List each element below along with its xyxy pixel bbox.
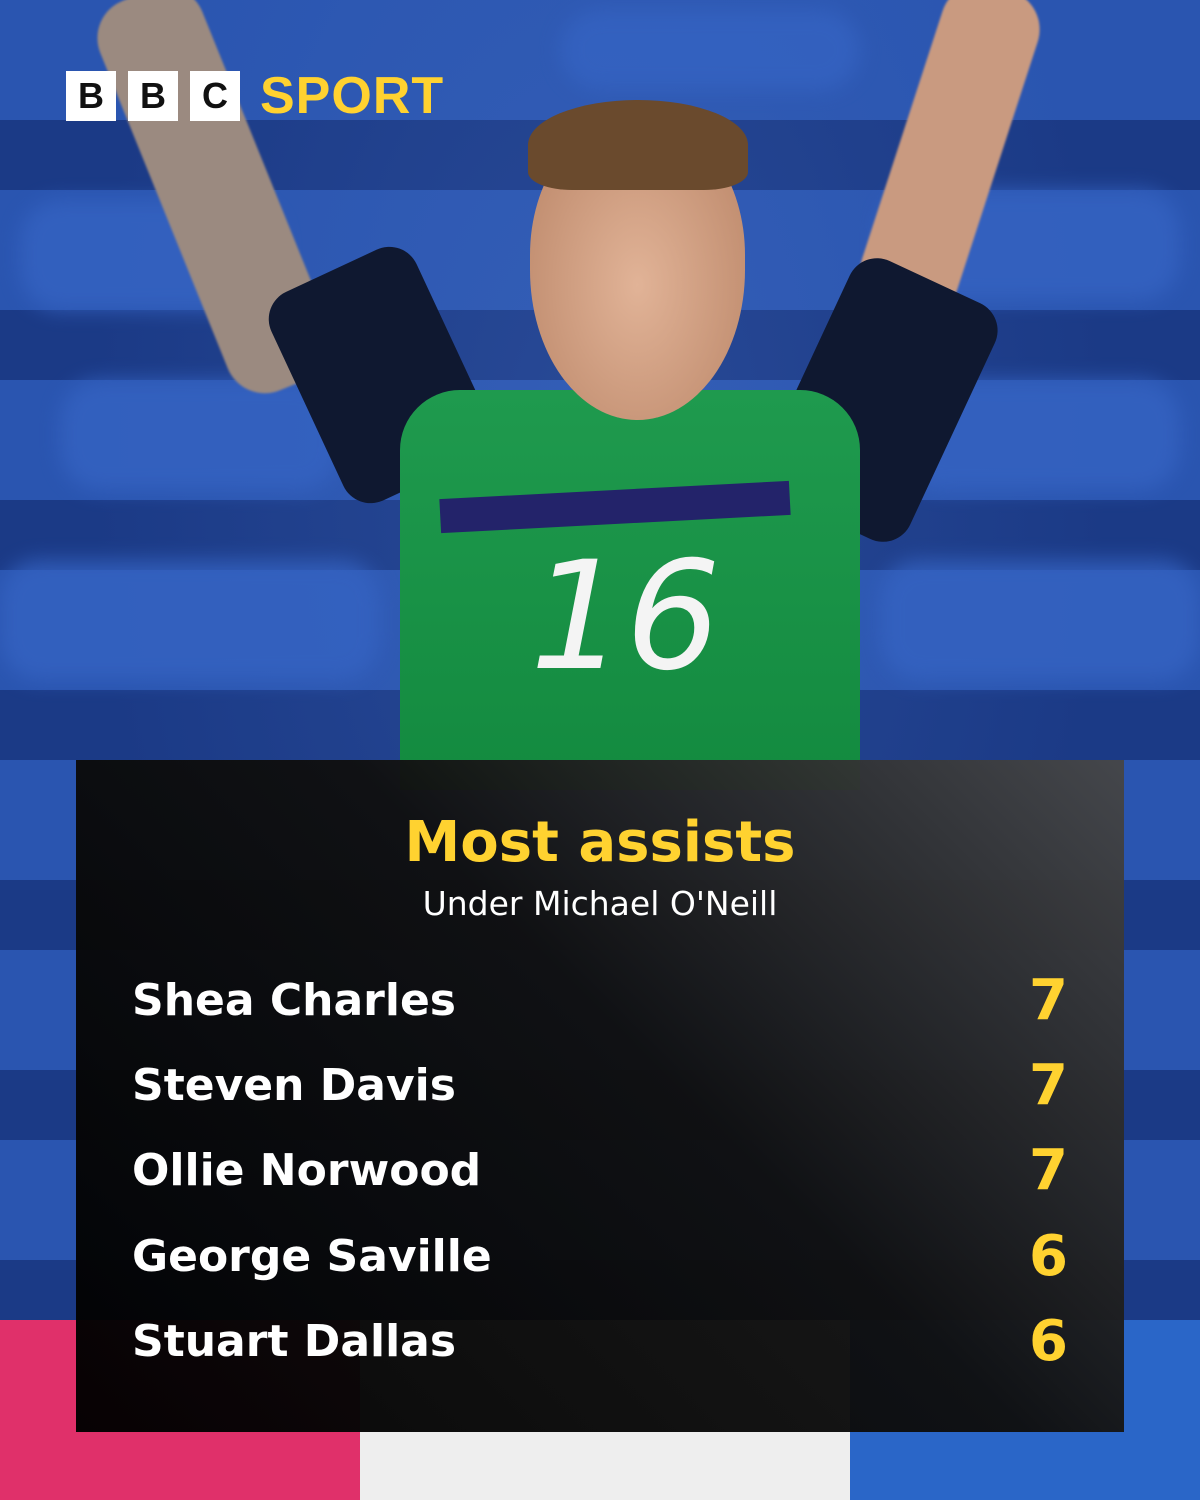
panel-title: Most assists: [404, 810, 796, 875]
assist-count: 7: [1029, 967, 1068, 1033]
player-name: Steven Davis: [132, 1059, 456, 1111]
stats-panel: Most assists Under Michael O'Neill Shea …: [76, 760, 1124, 1432]
list-item: Stuart Dallas 6: [132, 1306, 1068, 1376]
assist-count: 7: [1029, 1052, 1068, 1118]
player-name: George Saville: [132, 1230, 492, 1282]
player-name: Stuart Dallas: [132, 1315, 457, 1367]
assist-count: 6: [1029, 1223, 1068, 1289]
list-item: Steven Davis 7: [132, 1050, 1068, 1120]
panel-subtitle: Under Michael O'Neill: [422, 884, 778, 923]
player-name: Shea Charles: [132, 974, 456, 1026]
shirt-number: 16: [530, 530, 721, 704]
list-item: Shea Charles 7: [132, 965, 1068, 1035]
player-name: Ollie Norwood: [132, 1144, 482, 1196]
logo-letter: B: [66, 71, 116, 121]
assist-count: 7: [1029, 1137, 1068, 1203]
list-item: George Saville 6: [132, 1221, 1068, 1291]
list-item: Ollie Norwood 7: [132, 1135, 1068, 1205]
logo-letter: C: [190, 71, 240, 121]
bbc-sport-logo: B B C SPORT: [66, 66, 444, 126]
assist-count: 6: [1029, 1308, 1068, 1374]
logo-letter: B: [128, 71, 178, 121]
sport-label: SPORT: [260, 67, 445, 125]
